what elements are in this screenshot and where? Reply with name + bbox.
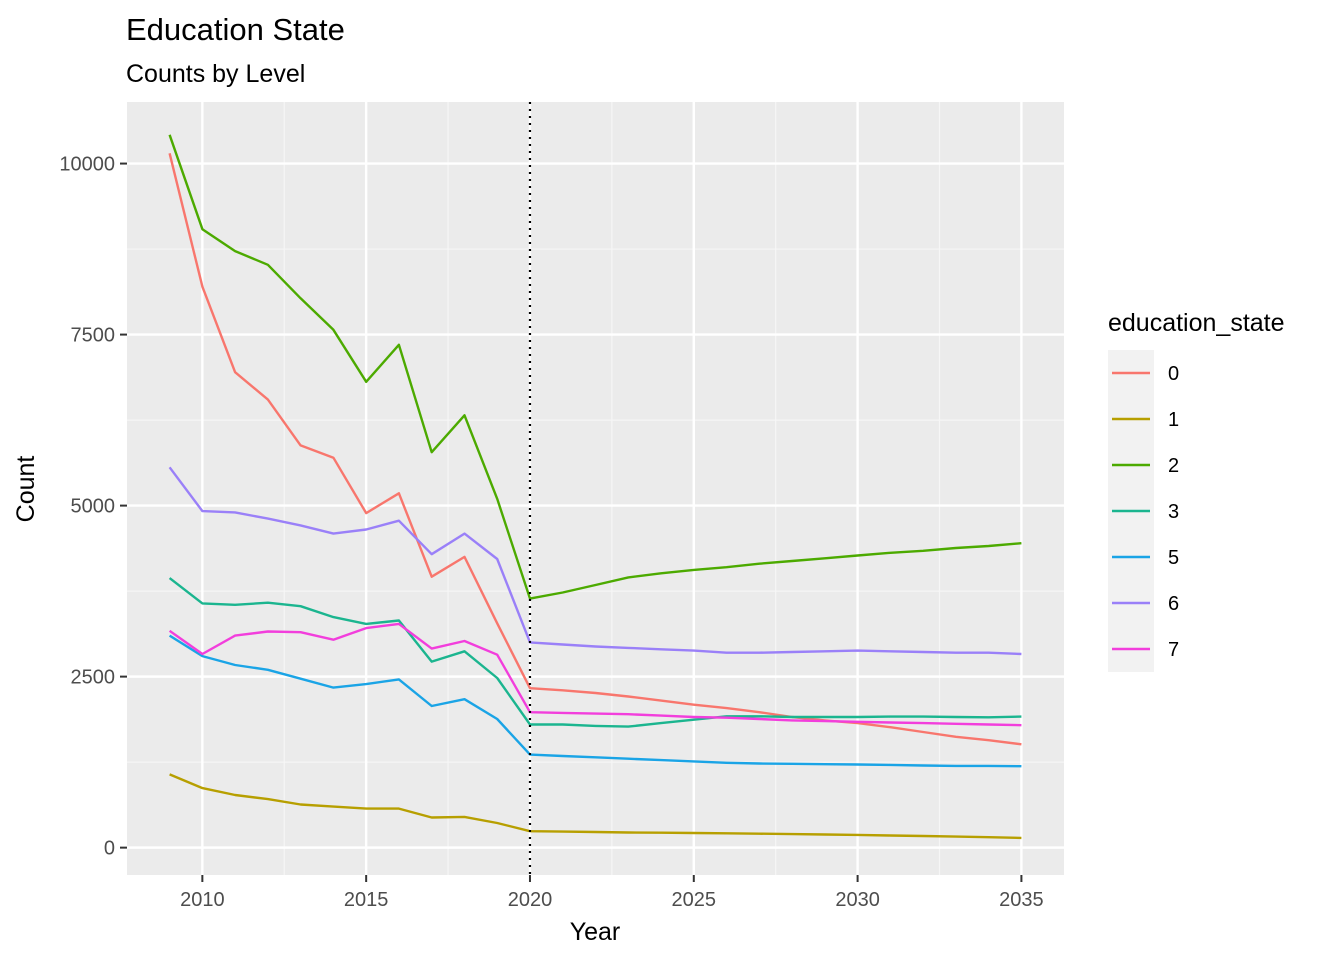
- legend-label-3: 3: [1168, 501, 1179, 523]
- series-line-5: [168, 634, 1022, 768]
- series-line-2: [168, 134, 1022, 600]
- legend-label-7: 7: [1168, 639, 1179, 661]
- legend-label-1: 1: [1168, 409, 1179, 431]
- legend-title: education_state: [1108, 309, 1285, 337]
- series-line-6: [168, 466, 1022, 656]
- series-line-3: [168, 577, 1022, 728]
- legend-label-2: 2: [1168, 455, 1179, 477]
- x-tick-label: 2030: [835, 889, 880, 911]
- legend-label-6: 6: [1168, 593, 1179, 615]
- series-lines: [168, 134, 1022, 840]
- series-line-7: [168, 622, 1022, 727]
- y-tick-label: 2500: [71, 667, 116, 689]
- legend: education_state 0 1 2 3 5 6 7: [1108, 309, 1285, 672]
- y-axis-title: Count: [12, 456, 40, 523]
- legend-label-5: 5: [1168, 547, 1179, 569]
- x-tick-label: 2010: [180, 889, 225, 911]
- y-tick-label: 5000: [71, 496, 116, 518]
- x-axis-title: Year: [570, 918, 621, 946]
- y-tick-label: 7500: [71, 325, 116, 347]
- x-tick-label: 2020: [508, 889, 553, 911]
- x-tick-label: 2015: [344, 889, 389, 911]
- legend-label-0: 0: [1168, 363, 1179, 385]
- chart-title: Education State: [126, 12, 345, 47]
- grid-lines: [127, 102, 1064, 875]
- series-line-1: [169, 773, 1022, 840]
- axis-ticks: 2010 2015 2020 2025 2030 2035 0 2500 5000 7500 100…: [59, 154, 1043, 911]
- plot-panel: [127, 102, 1064, 875]
- chart-subtitle: Counts by Level: [126, 60, 305, 88]
- x-tick-label: 2025: [672, 889, 717, 911]
- x-tick-label: 2035: [999, 889, 1044, 911]
- series-line-0: [168, 153, 1022, 746]
- y-tick-label: 10000: [59, 154, 115, 176]
- y-tick-label: 0: [104, 838, 115, 860]
